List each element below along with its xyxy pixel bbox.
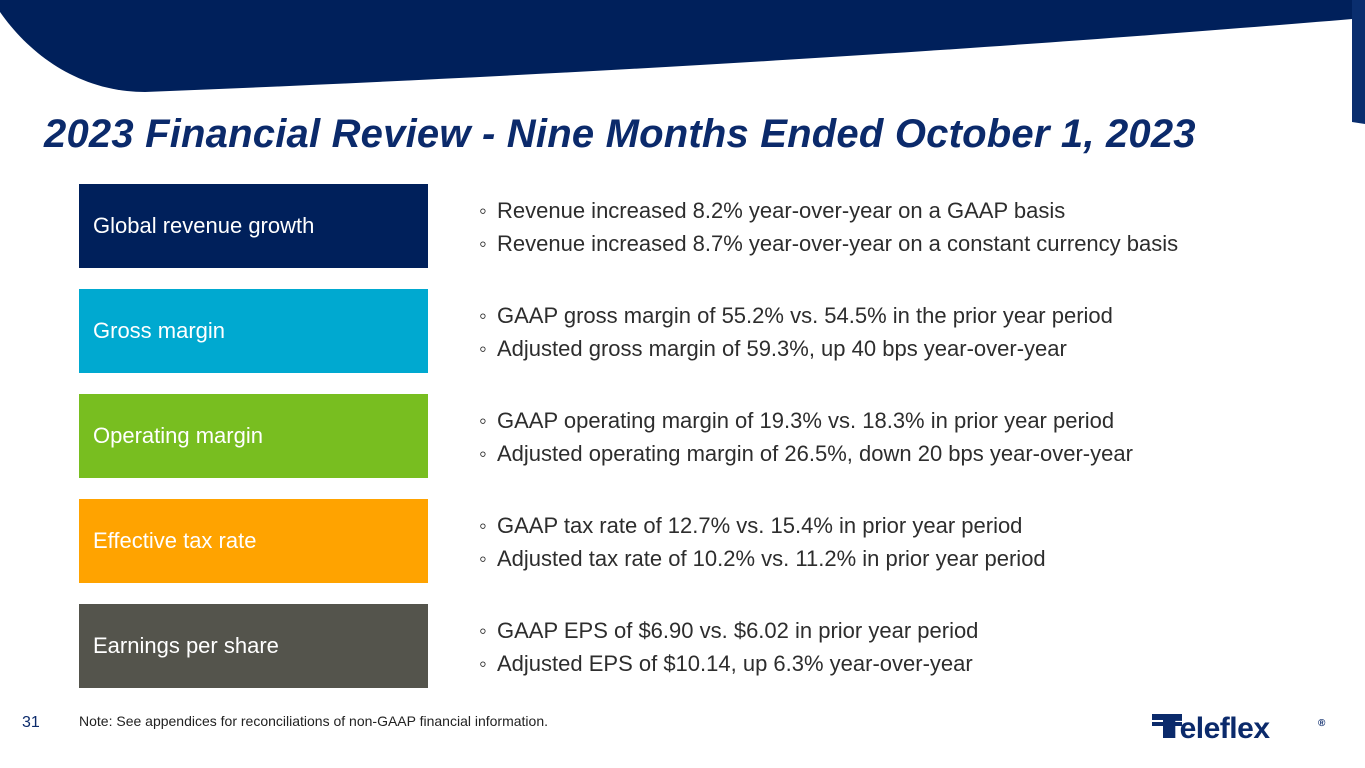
bullet-item: Adjusted EPS of $10.14, up 6.3% year-ove… (479, 647, 978, 680)
logo-t-mark (1152, 714, 1182, 738)
logo-wordmark: Teleflex (1164, 712, 1270, 742)
metric-label-box: Earnings per share (79, 604, 428, 688)
metric-bullets: GAAP EPS of $6.90 vs. $6.02 in prior yea… (479, 614, 978, 680)
metric-row-gross-margin: Gross margin GAAP gross margin of 55.2% … (79, 289, 1279, 373)
bullet-item: GAAP tax rate of 12.7% vs. 15.4% in prio… (479, 509, 1046, 542)
metric-label: Operating margin (93, 423, 263, 448)
header-banner (0, 0, 1365, 124)
metric-bullets: Revenue increased 8.2% year-over-year on… (479, 194, 1178, 260)
metric-label: Effective tax rate (93, 528, 257, 553)
page-title: 2023 Financial Review - Nine Months Ende… (44, 112, 1196, 156)
footnote: Note: See appendices for reconciliations… (79, 713, 549, 729)
teleflex-logo: Teleflex ® (1152, 712, 1326, 742)
bullet-item: GAAP operating margin of 19.3% vs. 18.3%… (479, 404, 1133, 437)
header-banner-edge (1352, 0, 1365, 124)
bullet-item: GAAP gross margin of 55.2% vs. 54.5% in … (479, 299, 1113, 332)
metric-bullets: GAAP tax rate of 12.7% vs. 15.4% in prio… (479, 509, 1046, 575)
metric-label: Earnings per share (93, 633, 279, 658)
metric-label: Gross margin (93, 318, 226, 343)
metric-label-box: Operating margin (79, 394, 428, 478)
bullet-item: Revenue increased 8.7% year-over-year on… (479, 227, 1178, 260)
bullet-item: GAAP EPS of $6.90 vs. $6.02 in prior yea… (479, 614, 978, 647)
page-number: 31 (22, 714, 40, 731)
metric-label: Global revenue growth (93, 213, 315, 238)
metric-row-revenue: Global revenue growth Revenue increased … (79, 184, 1279, 268)
bullet-item: Adjusted gross margin of 59.3%, up 40 bp… (479, 332, 1113, 365)
metric-label-box: Effective tax rate (79, 499, 428, 583)
bullet-item: Revenue increased 8.2% year-over-year on… (479, 194, 1178, 227)
metrics-list: Global revenue growth Revenue increased … (79, 184, 1279, 709)
bullet-item: Adjusted tax rate of 10.2% vs. 11.2% in … (479, 542, 1046, 575)
header-banner-shape (0, 0, 1365, 92)
metric-bullets: GAAP operating margin of 19.3% vs. 18.3%… (479, 404, 1133, 470)
logo-registered-mark: ® (1318, 718, 1326, 729)
metric-bullets: GAAP gross margin of 55.2% vs. 54.5% in … (479, 299, 1113, 365)
metric-row-operating-margin: Operating margin GAAP operating margin o… (79, 394, 1279, 478)
metric-label-box: Global revenue growth (79, 184, 428, 268)
metric-label-box: Gross margin (79, 289, 428, 373)
bullet-item: Adjusted operating margin of 26.5%, down… (479, 437, 1133, 470)
metric-row-eps: Earnings per share GAAP EPS of $6.90 vs.… (79, 604, 1279, 688)
metric-row-tax-rate: Effective tax rate GAAP tax rate of 12.7… (79, 499, 1279, 583)
